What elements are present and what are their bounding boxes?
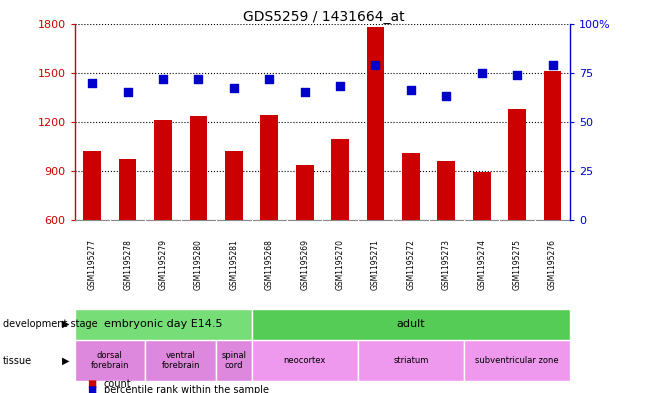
Point [264,75,275,82]
Bar [225,151,243,220]
Point [370,62,380,68]
Bar [402,153,420,220]
Point [193,75,203,82]
Bar [251,309,570,340]
Bar [190,116,207,220]
Text: GSM1195272: GSM1195272 [406,239,415,290]
Bar [544,71,561,220]
Text: ventral
forebrain: ventral forebrain [161,351,200,370]
Text: GSM1195271: GSM1195271 [371,239,380,290]
Text: ■: ■ [87,385,97,393]
Point [406,87,416,94]
Point [512,72,522,78]
Point [299,89,310,95]
Bar [75,309,251,340]
Point [229,85,239,92]
Text: count: count [104,379,132,389]
Text: development stage: development stage [3,319,98,329]
Bar [331,139,349,220]
Bar [367,27,384,220]
Bar [154,120,172,220]
Point [87,79,97,86]
Text: GSM1195270: GSM1195270 [336,239,345,290]
Bar [251,340,358,381]
Text: embryonic day E14.5: embryonic day E14.5 [104,319,222,329]
Point [122,89,133,95]
Bar [84,151,101,220]
Text: GSM1195278: GSM1195278 [123,239,132,290]
Bar [358,340,464,381]
Bar [75,340,145,381]
Bar [260,115,278,220]
Text: GSM1195280: GSM1195280 [194,239,203,290]
Text: striatum: striatum [393,356,428,365]
Text: dorsal
forebrain: dorsal forebrain [91,351,129,370]
Text: GSM1195273: GSM1195273 [442,239,451,290]
Text: spinal
cord: spinal cord [222,351,246,370]
Text: neocortex: neocortex [283,356,326,365]
Text: percentile rank within the sample: percentile rank within the sample [104,385,269,393]
Bar [464,340,570,381]
Text: GSM1195274: GSM1195274 [477,239,486,290]
Text: GSM1195275: GSM1195275 [513,239,522,290]
Text: GSM1195276: GSM1195276 [548,239,557,290]
Bar [473,172,491,220]
Text: tissue: tissue [3,356,32,365]
Bar [119,159,137,220]
Point [548,62,558,68]
Point [441,93,452,99]
Text: GSM1195269: GSM1195269 [300,239,309,290]
Text: GSM1195279: GSM1195279 [159,239,168,290]
Text: ▶: ▶ [62,356,69,365]
Text: GSM1195281: GSM1195281 [229,239,238,290]
Point [476,70,487,76]
Text: GSM1195277: GSM1195277 [87,239,97,290]
Text: GDS5259 / 1431664_at: GDS5259 / 1431664_at [243,10,405,24]
Bar [216,340,251,381]
Point [335,83,345,90]
Text: ▶: ▶ [62,319,69,329]
Text: adult: adult [397,319,425,329]
Bar [437,161,455,220]
Point [158,75,168,82]
Text: GSM1195268: GSM1195268 [265,239,273,290]
Text: subventricular zone: subventricular zone [476,356,559,365]
Bar [508,109,526,220]
Text: ■: ■ [87,379,97,389]
Bar [296,165,314,220]
Bar [145,340,216,381]
